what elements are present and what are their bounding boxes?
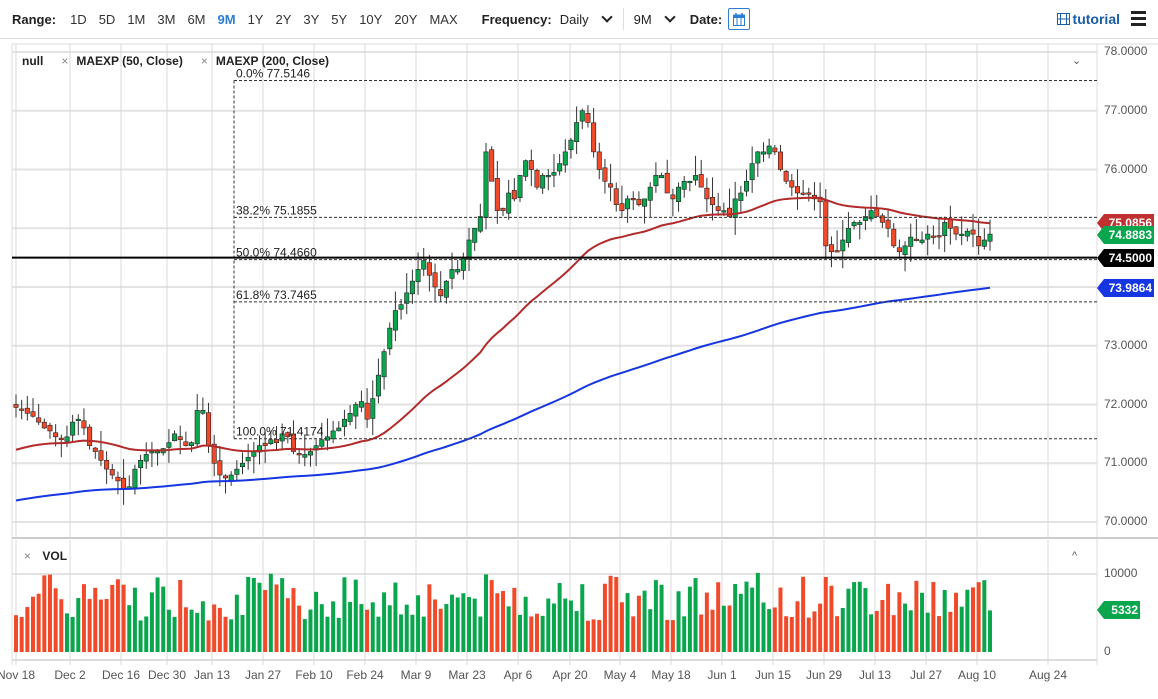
period-value: 9M bbox=[633, 11, 652, 27]
range-label: Range: bbox=[12, 11, 57, 27]
toolbar-divider bbox=[622, 8, 624, 30]
price-axis-label: 73.0000 bbox=[1104, 337, 1148, 352]
price-axis-label: 72.0000 bbox=[1104, 396, 1148, 411]
tutorial-link[interactable]: tutorial bbox=[1056, 11, 1120, 27]
date-axis-label: Aug 24 bbox=[1028, 668, 1068, 682]
date-axis-label: May 4 bbox=[603, 668, 637, 682]
price-axis-label: 71.0000 bbox=[1104, 455, 1148, 470]
date-axis-label: Aug 10 bbox=[957, 668, 997, 682]
frequency-label: Frequency: bbox=[481, 11, 552, 27]
range-6m[interactable]: 6M bbox=[187, 11, 206, 27]
range-3y[interactable]: 3Y bbox=[303, 11, 320, 27]
date-label: Date: bbox=[689, 11, 723, 27]
range-5y[interactable]: 5Y bbox=[331, 11, 348, 27]
period-dropdown[interactable]: 9M bbox=[633, 11, 684, 27]
price-tag: 73.9864 bbox=[1097, 278, 1154, 297]
remove-ma50-icon[interactable]: × bbox=[61, 54, 69, 68]
svg-text:38.2% 75.1855: 38.2% 75.1855 bbox=[236, 203, 317, 217]
tutorial-label: tutorial bbox=[1072, 11, 1120, 27]
svg-text:100.0% 71.4174: 100.0% 71.4174 bbox=[236, 425, 324, 439]
date-axis-label: Dec 30 bbox=[147, 668, 187, 682]
frequency-value: Daily bbox=[559, 11, 589, 27]
svg-text:0.0% 77.5146: 0.0% 77.5146 bbox=[236, 67, 310, 81]
film-icon bbox=[1056, 13, 1070, 25]
date-axis-label: Feb 24 bbox=[346, 668, 384, 682]
chart-legend: null × MAEXP (50, Close) × MAEXP (200, C… bbox=[22, 54, 329, 68]
svg-text:61.8% 73.7465: 61.8% 73.7465 bbox=[236, 288, 317, 302]
range-10y[interactable]: 10Y bbox=[359, 11, 383, 27]
date-axis-label: Apr 20 bbox=[552, 668, 588, 682]
date-axis-label: Jan 27 bbox=[244, 668, 282, 682]
ma50-legend: MAEXP (50, Close) bbox=[76, 54, 183, 68]
price-axis-label: 70.0000 bbox=[1104, 514, 1148, 528]
price-tag: 74.5000 bbox=[1097, 248, 1154, 267]
price-axis-label: 76.0000 bbox=[1104, 161, 1148, 176]
date-axis-label: Jun 1 bbox=[707, 668, 737, 682]
ma200-legend: MAEXP (200, Close) bbox=[215, 54, 329, 68]
price-tag: 74.8883 bbox=[1097, 225, 1154, 244]
chevron-up-icon[interactable]: ^ bbox=[1072, 550, 1078, 562]
date-axis-label: Jan 13 bbox=[193, 668, 231, 682]
range-20y[interactable]: 20Y bbox=[394, 11, 418, 27]
date-axis-label: Feb 10 bbox=[295, 668, 333, 682]
date-axis-label: Apr 6 bbox=[503, 668, 533, 682]
date-axis-label: May 18 bbox=[651, 668, 691, 682]
date-axis-label: Dec 2 bbox=[54, 668, 86, 682]
price-axis-label: 78.0000 bbox=[1104, 44, 1148, 58]
date-axis-label: Jun 29 bbox=[805, 668, 843, 682]
date-axis-label: Jul 13 bbox=[858, 668, 892, 682]
frequency-dropdown[interactable]: Daily bbox=[559, 11, 621, 27]
range-9m[interactable]: 9M bbox=[217, 11, 236, 27]
date-axis-label: Jul 27 bbox=[909, 668, 943, 682]
range-max[interactable]: MAX bbox=[429, 11, 458, 27]
range-5d[interactable]: 5D bbox=[98, 11, 116, 27]
calendar-icon bbox=[733, 12, 746, 26]
volume-legend: × VOL bbox=[24, 549, 67, 563]
volume-label: VOL bbox=[42, 549, 68, 563]
date-axis-label: Nov 18 bbox=[0, 668, 36, 682]
range-2y[interactable]: 2Y bbox=[275, 11, 292, 27]
date-axis-label: Dec 16 bbox=[101, 668, 141, 682]
price-axis-label: 77.0000 bbox=[1104, 102, 1148, 117]
volume-axis-label: 0 bbox=[1104, 644, 1111, 658]
chevron-down-icon[interactable]: ⌄ bbox=[1072, 55, 1082, 67]
range-1y[interactable]: 1Y bbox=[247, 11, 264, 27]
volume-tag: 5332 bbox=[1097, 601, 1140, 620]
range-1m[interactable]: 1M bbox=[127, 11, 146, 27]
calendar-button[interactable] bbox=[728, 8, 751, 30]
remove-volume-icon[interactable]: × bbox=[24, 549, 32, 563]
range-1d[interactable]: 1D bbox=[70, 11, 87, 27]
hamburger-menu-icon[interactable] bbox=[1131, 11, 1146, 29]
svg-text:50.0% 74.4660: 50.0% 74.4660 bbox=[236, 246, 317, 260]
volume-axis-label: 10000 bbox=[1104, 566, 1138, 580]
date-axis-label: Mar 9 bbox=[400, 668, 432, 682]
toolbar: Range: 1D 5D 1M 3M 6M 9M 1Y 2Y 3Y 5Y 10Y 20Y MAX Fre… bbox=[0, 0, 1158, 39]
remove-ma200-icon[interactable]: × bbox=[200, 54, 208, 68]
series-name: null bbox=[22, 54, 44, 68]
range-3m[interactable]: 3M bbox=[157, 11, 176, 27]
date-axis-label: Jun 15 bbox=[754, 668, 792, 682]
date-axis-label: Mar 23 bbox=[448, 668, 486, 682]
range-selector: 1D 5D 1M 3M 6M 9M 1Y 2Y 3Y 5Y 10Y 20Y MAX bbox=[64, 12, 464, 27]
